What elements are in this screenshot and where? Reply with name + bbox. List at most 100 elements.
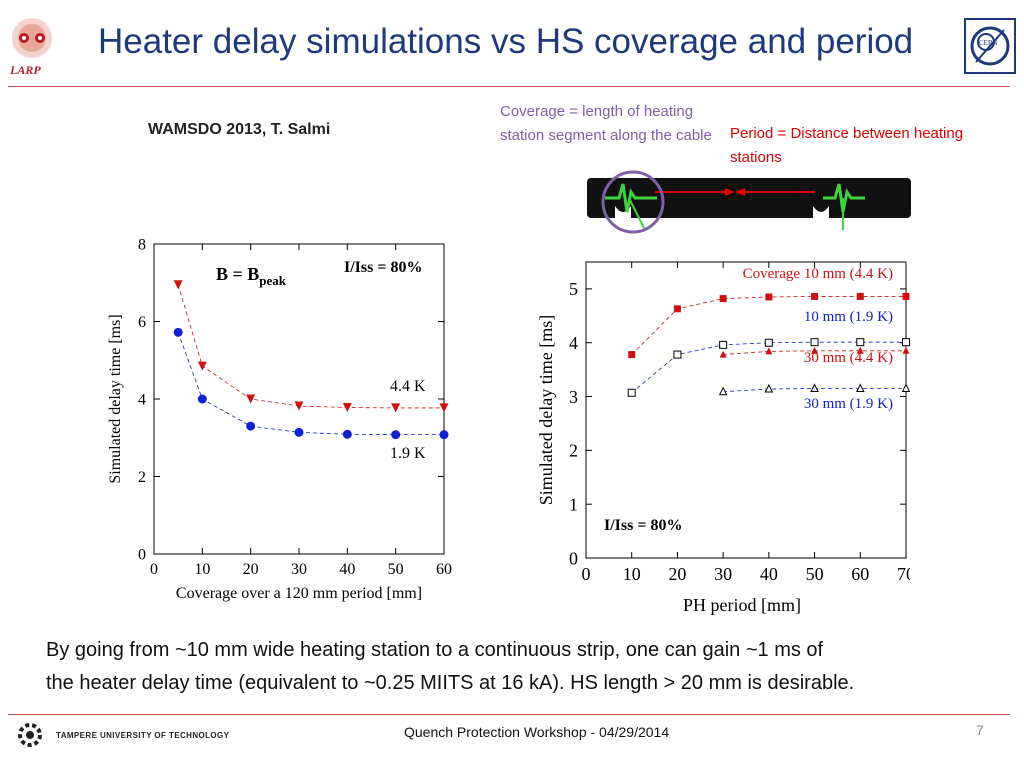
data-point <box>439 403 449 413</box>
cern-label: CERN <box>979 39 998 47</box>
data-point <box>342 429 352 439</box>
cern-logo: CERN <box>964 18 1016 74</box>
x-tick-label: 30 <box>714 564 732 584</box>
y-axis-label: Simulated delay time [ms] <box>536 315 556 505</box>
series-0 <box>628 292 910 359</box>
data-point <box>719 350 727 358</box>
x-tick-label: 40 <box>760 564 778 584</box>
data-point <box>719 340 728 349</box>
period-definition: Period = Distance between heating statio… <box>730 125 964 166</box>
data-point <box>856 338 865 347</box>
data-point <box>765 293 773 301</box>
conclusion-line-2: the heater delay time (equivalent to ~0.… <box>46 672 855 694</box>
y-tick-label: 8 <box>138 237 146 254</box>
data-point <box>197 361 207 371</box>
data-point <box>764 338 773 347</box>
series-0 <box>173 280 449 413</box>
label-4-4k: 4.4 K <box>390 378 426 395</box>
slide-title: Heater delay simulations vs HS coverage … <box>98 22 914 61</box>
data-point <box>627 388 636 397</box>
tut-label: TAMPERE UNIVERSITY OF TECHNOLOGY <box>56 731 230 740</box>
x-tick-label: 10 <box>623 564 641 584</box>
x-tick-label: 50 <box>806 564 824 584</box>
x-tick-label: 30 <box>291 561 307 578</box>
tut-logo: TAMPERE UNIVERSITY OF TECHNOLOGY <box>14 720 229 750</box>
data-point <box>342 403 352 413</box>
x-tick-label: 20 <box>243 561 259 578</box>
y-tick-label: 6 <box>138 314 146 331</box>
x-tick-label: 10 <box>194 561 210 578</box>
data-point <box>628 351 636 359</box>
data-point <box>902 338 910 347</box>
data-point <box>439 430 449 440</box>
series-3 <box>718 383 911 396</box>
annotation-b-peak: B = Bpeak <box>216 264 287 288</box>
data-point <box>673 350 682 359</box>
page-number: 7 <box>976 722 984 738</box>
data-point <box>391 403 401 413</box>
data-point <box>719 295 727 303</box>
footer-text: Quench Protection Workshop - 04/29/2014 <box>404 724 670 740</box>
data-point <box>810 383 819 392</box>
conclusion-text: By going from ~10 mm wide heating statio… <box>46 634 1006 700</box>
y-tick-label: 4 <box>138 392 146 409</box>
data-point <box>765 347 773 355</box>
data-point <box>811 346 819 354</box>
x-axis-label: PH period [mm] <box>683 595 801 615</box>
data-point <box>901 383 911 392</box>
annotation-ratio: I/Iss = 80% <box>344 259 422 276</box>
data-point <box>246 421 256 431</box>
data-point <box>197 394 207 404</box>
x-tick-label: 70 <box>897 564 910 584</box>
data-point <box>902 346 910 354</box>
series-2 <box>719 346 910 358</box>
data-point <box>173 280 183 290</box>
y-tick-label: 4 <box>569 333 578 353</box>
x-tick-label: 40 <box>339 561 355 578</box>
plot-frame <box>153 243 445 555</box>
data-point <box>246 394 256 404</box>
series-label-cov30-19k: 30 mm (1.9 K) <box>804 396 893 412</box>
data-point <box>856 292 864 300</box>
annotation-b-sub: peak <box>259 273 287 288</box>
data-point <box>294 401 304 411</box>
data-point <box>173 327 183 337</box>
x-tick-label: 60 <box>851 564 869 584</box>
larp-logo: LARP <box>8 16 58 78</box>
annotation-b-main: B = B <box>216 264 259 284</box>
y-tick-label: 0 <box>569 548 578 568</box>
y-tick-label: 2 <box>569 441 578 461</box>
chart-coverage: 0 10 20 30 40 50 60 0 2 4 6 8 Simulated delay time … <box>98 232 468 612</box>
x-axis-label: Coverage over a 120 mm period [mm] <box>176 585 422 602</box>
data-point <box>856 346 864 354</box>
coverage-definition: Coverage = length of heating station seg… <box>500 103 712 144</box>
x-tick-label: 20 <box>668 564 686 584</box>
author-citation: WAMSDO 2013, T. Salmi <box>148 121 331 138</box>
label-1-9k: 1.9 K <box>390 445 426 462</box>
y-tick-label: 1 <box>569 494 578 514</box>
header-rule <box>8 86 1010 87</box>
data-point <box>811 292 819 300</box>
data-point <box>764 383 774 393</box>
data-point <box>810 338 819 347</box>
y-tick-label: 3 <box>569 387 578 407</box>
x-tick-label: 0 <box>582 564 591 584</box>
data-point <box>855 383 865 392</box>
series-label-cov10-44k: Coverage 10 mm (4.4 K) <box>743 266 893 282</box>
series-label-cov10-19k: 10 mm (1.9 K) <box>804 309 893 325</box>
data-point <box>391 430 401 440</box>
y-tick-label: 0 <box>138 547 146 564</box>
chart-period: 0 10 20 30 40 50 60 70 0 1 2 3 4 5 Simulated delay ti… <box>530 250 915 620</box>
y-axis-label: Simulated delay time [ms] <box>107 314 124 483</box>
data-point <box>902 292 910 300</box>
y-tick-label: 2 <box>138 469 146 486</box>
data-point <box>718 386 728 396</box>
conclusion-line-1: By going from ~10 mm wide heating statio… <box>46 639 824 661</box>
x-tick-label: 50 <box>388 561 404 578</box>
plot-frame <box>585 261 907 559</box>
series-label-cov30-44k: 30 mm (4.4 K) <box>804 350 893 366</box>
series-1 <box>173 327 449 440</box>
series-1 <box>627 338 910 397</box>
annotation-ratio: I/Iss = 80% <box>604 517 682 534</box>
larp-label: LARP <box>10 63 41 77</box>
